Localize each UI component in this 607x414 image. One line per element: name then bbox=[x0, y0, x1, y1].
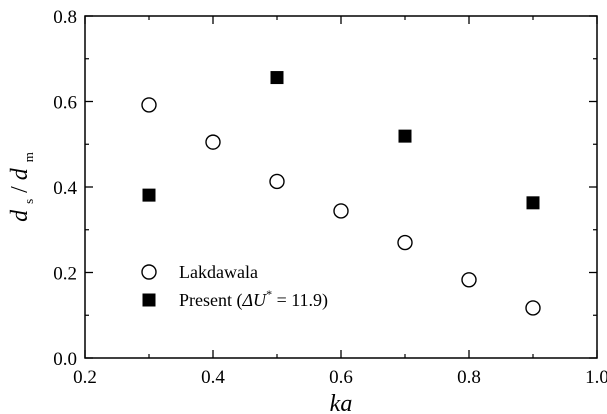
data-point-filled-square bbox=[142, 188, 156, 202]
x-tick-label: 0.2 bbox=[73, 367, 97, 388]
plot-frame bbox=[84, 15, 598, 359]
data-point-open-circle bbox=[205, 134, 221, 150]
series-1 bbox=[142, 71, 540, 210]
data-point-open-circle bbox=[397, 234, 413, 251]
y-tick-label: 0.2 bbox=[53, 264, 77, 285]
plot-area bbox=[84, 15, 598, 359]
y-axis-label-sub1: s bbox=[21, 199, 36, 204]
legend-marker-1 bbox=[142, 293, 156, 307]
data-point-open-circle bbox=[461, 272, 477, 288]
data-point-open-circle bbox=[333, 203, 349, 219]
x-axis-ticks: 0.2 0.4 0.6 0.8 1.0 bbox=[73, 16, 607, 388]
data-point-open-circle bbox=[269, 173, 285, 190]
data-point-open-circle bbox=[525, 300, 541, 316]
data-point-filled-square bbox=[526, 196, 540, 210]
x-axis-label: ka bbox=[330, 391, 353, 414]
x-tick-label: 0.6 bbox=[329, 367, 353, 388]
data-point-open-circle bbox=[141, 97, 157, 113]
data-point-filled-square bbox=[398, 129, 412, 143]
x-tick-label: 0.4 bbox=[201, 367, 225, 388]
y-axis-label-d1: d bbox=[7, 209, 33, 222]
series-layer bbox=[141, 71, 541, 316]
legend: Lakdawala Present (ΔU* = 11.9) bbox=[141, 262, 328, 311]
legend-label-0: Lakdawala bbox=[179, 262, 258, 282]
svg-text:d s /: d s / d m bbox=[7, 152, 39, 222]
y-axis-label: d s / d m bbox=[7, 152, 39, 222]
y-tick-label: 0.8 bbox=[53, 7, 77, 28]
y-axis-ticks: 0.0 0.2 0.4 0.6 0.8 bbox=[53, 7, 597, 370]
legend-marker-0 bbox=[141, 264, 157, 280]
x-tick-label: 1.0 bbox=[585, 367, 607, 388]
data-point-filled-square bbox=[270, 71, 284, 85]
y-axis-label-slash: / bbox=[7, 186, 33, 193]
x-tick-label: 0.8 bbox=[457, 367, 481, 388]
y-axis-label-d2: d bbox=[7, 167, 33, 180]
y-tick-label: 0.6 bbox=[53, 93, 77, 114]
y-axis-label-sub2: m bbox=[21, 152, 36, 162]
series-0 bbox=[141, 97, 541, 316]
y-tick-label: 0.0 bbox=[53, 349, 77, 370]
y-tick-label: 0.4 bbox=[53, 178, 77, 199]
legend-label-1: Present (ΔU* = 11.9) bbox=[179, 287, 328, 311]
